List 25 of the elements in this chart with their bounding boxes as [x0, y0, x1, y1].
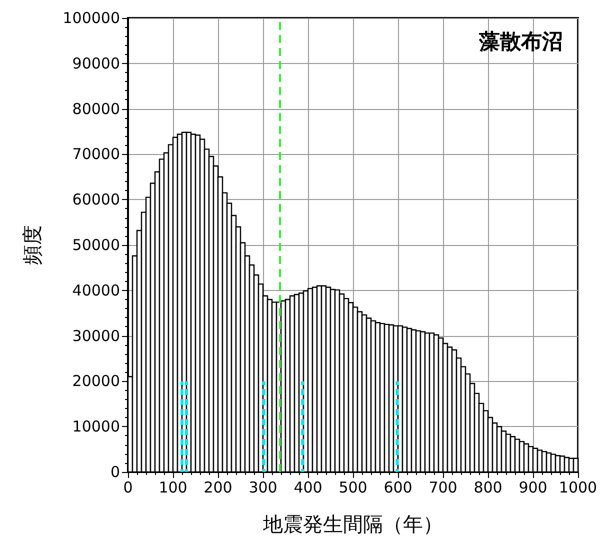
x-tick-label: 800	[474, 478, 502, 496]
y-tick-label: 10000	[72, 418, 120, 436]
x-tick-label: 0	[123, 478, 133, 496]
y-tick-label: 60000	[72, 190, 120, 209]
y-axis-title: 頻度	[20, 225, 44, 265]
x-tick-label: 300	[248, 478, 278, 496]
x-tick-label: 100	[158, 478, 188, 496]
y-tick-label: 40000	[72, 281, 120, 300]
x-tick-label: 900	[518, 478, 548, 496]
y-tick-label: 30000	[72, 326, 120, 345]
x-tick-label: 1000	[558, 478, 598, 496]
y-tick-label: 20000	[72, 372, 120, 390]
x-axis-title: 地震発生間隔（年）	[262, 512, 443, 536]
text: 藻散布沼	[478, 30, 563, 54]
y-tick-label: 0	[110, 463, 120, 481]
y-tick-label: 90000	[72, 54, 120, 72]
x-tick-label: 700	[428, 478, 458, 496]
y-tick-label: 70000	[72, 145, 120, 164]
y-tick-label: 50000	[72, 236, 120, 254]
y-tick-label: 80000	[72, 100, 120, 118]
x-tick-label: 400	[294, 478, 322, 496]
y-tick-label: 100000	[62, 9, 120, 27]
x-tick-label: 600	[384, 478, 412, 496]
x-tick-label: 500	[338, 478, 368, 496]
x-tick-label: 200	[204, 478, 232, 496]
